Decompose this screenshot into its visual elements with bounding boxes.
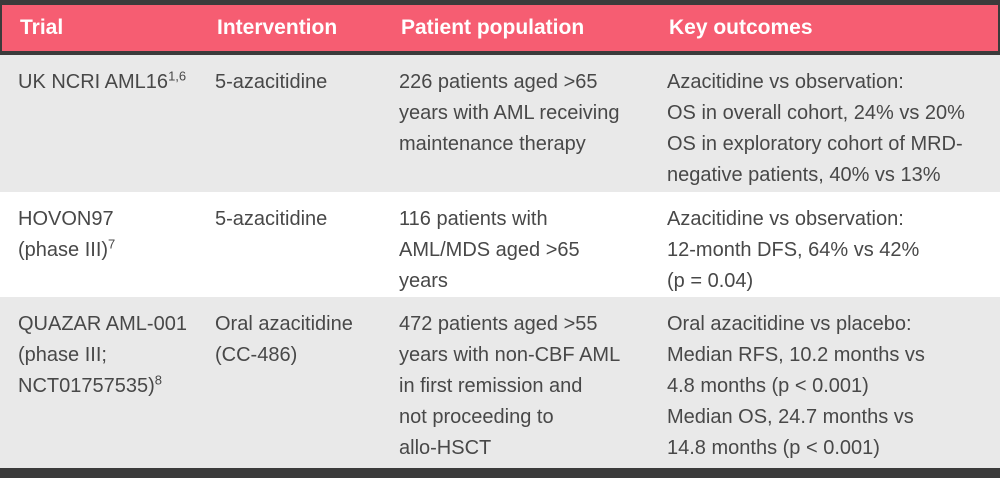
cell-intervention: Oral azacitidine (CC-486) <box>215 313 353 366</box>
column-header-key-outcomes: Key outcomes <box>669 16 813 39</box>
cell-patient-population: 226 patients aged >65 years with AML rec… <box>399 71 620 155</box>
table-row: QUAZAR AML-001 (phase III; NCT01757535)8… <box>0 297 1000 468</box>
table-header-row: Trial Intervention Patient population Ke… <box>0 5 1000 55</box>
table-top-border <box>0 0 1000 5</box>
column-header-patient-population: Patient population <box>401 16 585 39</box>
trial-name: UK NCRI AML16 <box>18 71 169 93</box>
table-row: HOVON97 (phase III)7 5-azacitidine 116 p… <box>0 192 1000 297</box>
cell-key-outcomes: Azacitidine vs observation: 12-month DFS… <box>667 208 920 292</box>
cell-patient-population: 472 patients aged >55 years with non-CBF… <box>399 313 621 459</box>
cell-intervention: 5-azacitidine <box>215 71 328 93</box>
trial-name: HOVON97 (phase III) <box>18 208 114 261</box>
citation-superscript: 7 <box>108 236 116 252</box>
column-header-intervention: Intervention <box>217 16 338 39</box>
citation-superscript: 8 <box>154 372 162 388</box>
cell-key-outcomes: Oral azacitidine vs placebo: Median RFS,… <box>667 313 925 459</box>
citation-superscript: 1,6 <box>168 68 187 84</box>
cell-key-outcomes: Azacitidine vs observation: OS in overal… <box>667 71 965 186</box>
trial-name: QUAZAR AML-001 (phase III; NCT01757535) <box>18 313 187 397</box>
cell-trial: HOVON97 (phase III)7 <box>0 192 197 297</box>
cell-intervention: 5-azacitidine <box>215 208 328 230</box>
column-header-trial: Trial <box>20 16 64 39</box>
table-row: UK NCRI AML161,6 5-azacitidine 226 patie… <box>0 55 1000 192</box>
table-bottom-border <box>0 468 1000 478</box>
cell-patient-population: 116 patients with AML/MDS aged >65 years <box>399 208 580 292</box>
cell-trial: QUAZAR AML-001 (phase III; NCT01757535)8 <box>0 297 197 468</box>
cell-trial: UK NCRI AML161,6 <box>0 55 197 192</box>
